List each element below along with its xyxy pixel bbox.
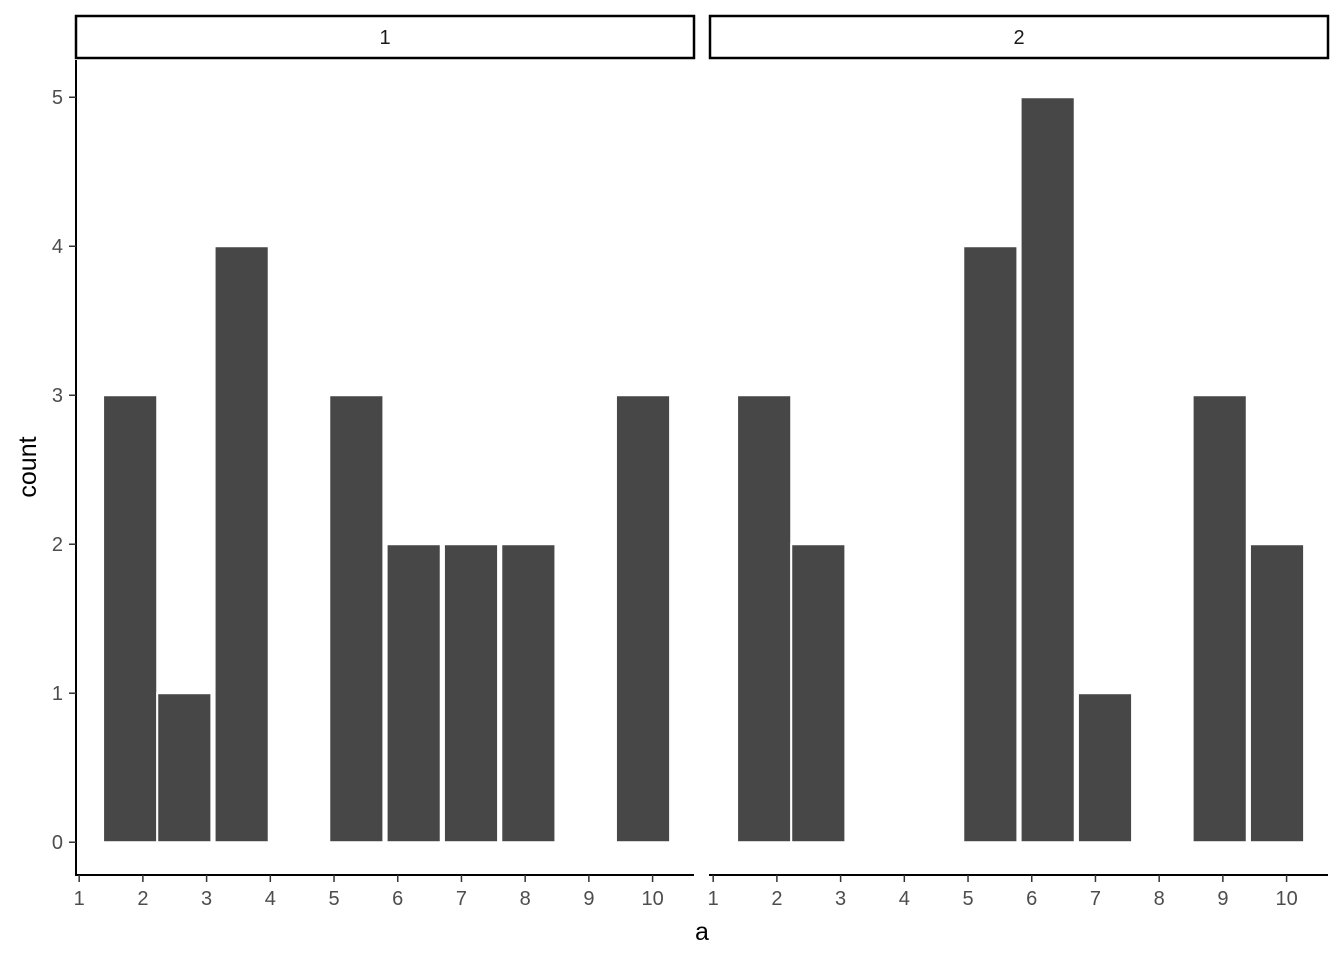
y-tick-label: 5 bbox=[52, 87, 63, 109]
x-tick-label: 7 bbox=[456, 888, 467, 910]
x-tick-label: 2 bbox=[771, 888, 782, 910]
x-tick-label: 2 bbox=[137, 888, 148, 910]
y-tick-label: 1 bbox=[52, 683, 63, 705]
x-tick-label: 7 bbox=[1090, 888, 1101, 910]
strip-label: 1 bbox=[379, 27, 390, 49]
bar bbox=[500, 543, 557, 844]
bar bbox=[614, 394, 672, 844]
x-tick-label: 6 bbox=[392, 888, 403, 910]
x-tick-label: 1 bbox=[708, 888, 719, 910]
y-tick-label: 4 bbox=[52, 236, 63, 258]
x-tick-label: 6 bbox=[1026, 888, 1037, 910]
x-tick-label: 8 bbox=[1154, 888, 1165, 910]
y-tick-label: 0 bbox=[52, 832, 63, 854]
bar bbox=[736, 394, 793, 844]
strip-box bbox=[74, 14, 696, 60]
x-tick-label: 10 bbox=[641, 888, 663, 910]
bar bbox=[1191, 394, 1248, 844]
x-axis-title: a bbox=[695, 918, 709, 946]
x-tick-label: 8 bbox=[520, 888, 531, 910]
bar bbox=[385, 543, 442, 844]
bar bbox=[1019, 96, 1076, 844]
y-tick-label: 3 bbox=[52, 385, 63, 407]
x-tick-label: 5 bbox=[962, 888, 973, 910]
strip-label: 2 bbox=[1013, 27, 1024, 49]
y-tick-label: 2 bbox=[52, 534, 63, 556]
strip-box bbox=[708, 14, 1330, 60]
x-tick-label: 1 bbox=[74, 888, 85, 910]
bar bbox=[213, 245, 270, 844]
bar bbox=[1076, 692, 1134, 844]
panel-2: 2 1 2 3 4 5 6 7 8 9 10 bbox=[708, 14, 1330, 910]
x-tick-label: 9 bbox=[1217, 888, 1228, 910]
bar bbox=[962, 245, 1019, 844]
panel-1: 1 1 2 3 4 5 6 7 8 9 10 0 1 2 3 4 5 bbox=[52, 14, 696, 910]
x-tick-label: 9 bbox=[583, 888, 594, 910]
x-tick-label: 3 bbox=[201, 888, 212, 910]
bar bbox=[328, 394, 385, 844]
x-tick-label: 5 bbox=[328, 888, 339, 910]
bar bbox=[442, 543, 500, 844]
x-tick-label: 3 bbox=[835, 888, 846, 910]
bar bbox=[156, 692, 213, 844]
panels-group: 1 1 2 3 4 5 6 7 8 9 10 0 1 2 3 4 5 2 1 2 3 4 5 6 7 8 9 10 bbox=[52, 14, 1330, 910]
bar bbox=[1248, 543, 1306, 844]
bar bbox=[102, 394, 159, 844]
x-tick-label: 4 bbox=[265, 888, 276, 910]
y-axis-title: count bbox=[14, 436, 42, 497]
x-tick-label: 4 bbox=[899, 888, 910, 910]
x-tick-label: 10 bbox=[1275, 888, 1297, 910]
bar bbox=[790, 543, 847, 844]
